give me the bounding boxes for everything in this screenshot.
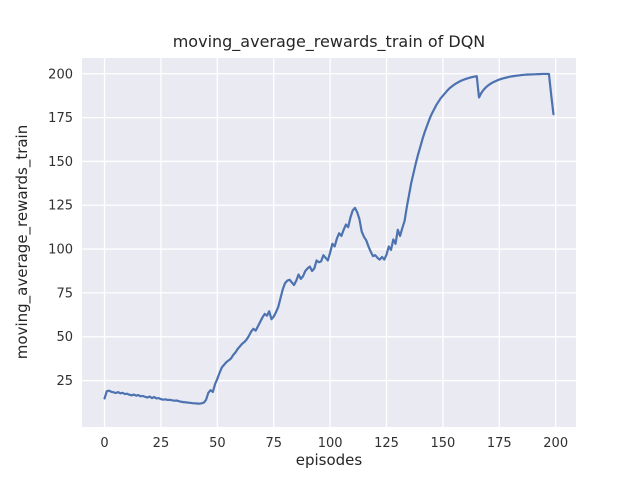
x-tick-label: 175 bbox=[487, 436, 512, 451]
x-tick-label: 50 bbox=[209, 436, 226, 451]
x-tick-label: 0 bbox=[100, 436, 108, 451]
x-tick-label: 125 bbox=[374, 436, 399, 451]
x-tick-label: 200 bbox=[543, 436, 568, 451]
y-tick-label: 200 bbox=[48, 67, 73, 82]
x-tick-label: 100 bbox=[318, 436, 343, 451]
x-axis-label: episodes bbox=[296, 451, 363, 469]
y-axis-label: moving_average_rewards_train bbox=[13, 125, 32, 359]
y-tick-label: 100 bbox=[48, 243, 73, 258]
gridlines bbox=[82, 58, 576, 427]
x-tick-label: 75 bbox=[265, 436, 282, 451]
y-tick-label: 175 bbox=[48, 111, 73, 126]
plot-area bbox=[82, 58, 576, 427]
y-tick-label: 150 bbox=[48, 155, 73, 170]
x-tick-label: 150 bbox=[430, 436, 455, 451]
y-tick-label: 125 bbox=[48, 199, 73, 214]
series-line bbox=[103, 72, 555, 405]
x-tick-label: 25 bbox=[153, 436, 170, 451]
y-tick-labels: 25 50 75 100 125 150 175 200 bbox=[48, 67, 73, 389]
chart-title: moving_average_rewards_train of DQN bbox=[173, 32, 486, 52]
y-tick-label: 75 bbox=[56, 286, 73, 301]
y-tick-label: 25 bbox=[56, 374, 73, 389]
y-tick-label: 50 bbox=[56, 330, 73, 345]
data-series bbox=[103, 72, 555, 405]
x-tick-labels: 0 25 50 75 100 125 150 175 200 bbox=[100, 436, 568, 451]
